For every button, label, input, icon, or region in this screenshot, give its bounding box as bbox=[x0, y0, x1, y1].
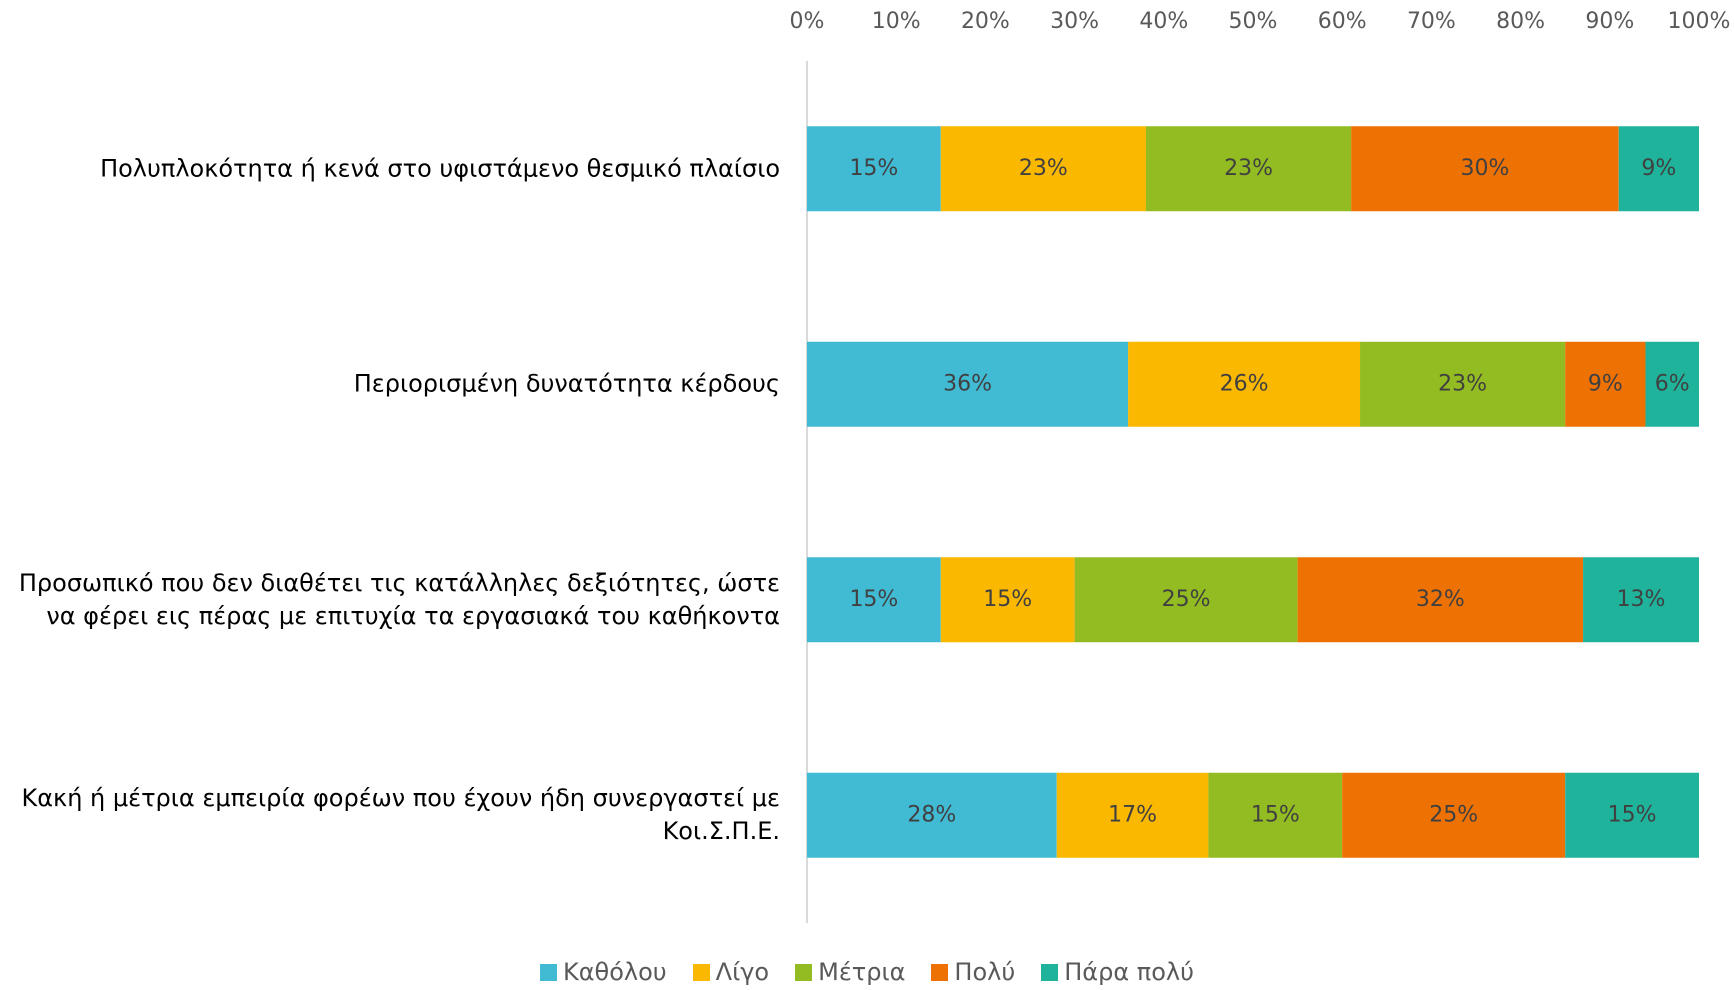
data-label: 28% bbox=[907, 802, 956, 827]
data-label: 23% bbox=[1224, 156, 1273, 181]
legend-label: Πολύ bbox=[954, 958, 1016, 986]
category-label: Προσωπικό που δεν διαθέτει τις κατάλληλε… bbox=[18, 568, 780, 630]
data-label: 36% bbox=[943, 371, 992, 396]
bar-segment bbox=[940, 126, 1146, 212]
bar-segment bbox=[807, 341, 1129, 427]
bar-segment bbox=[1297, 557, 1584, 643]
category-label: Περιορισμένη δυνατότητα κέρδους bbox=[353, 369, 780, 398]
x-tick-label: 80% bbox=[1496, 9, 1545, 34]
bar-segment bbox=[807, 126, 941, 212]
data-label: 32% bbox=[1416, 587, 1465, 612]
data-label: 9% bbox=[1588, 371, 1623, 396]
data-label: 15% bbox=[1608, 802, 1657, 827]
legend-item: Πολύ bbox=[931, 958, 1015, 986]
legend-item: Λίγο bbox=[692, 958, 770, 986]
bar-segment bbox=[1208, 772, 1343, 858]
legend-label: Μέτρια bbox=[818, 958, 906, 986]
bar-segment bbox=[1565, 341, 1646, 427]
data-label: 17% bbox=[1108, 802, 1157, 827]
data-label: 6% bbox=[1655, 371, 1690, 396]
x-tick-label: 30% bbox=[1050, 9, 1099, 34]
data-label: 23% bbox=[1019, 156, 1068, 181]
legend-label: Λίγο bbox=[715, 958, 770, 986]
bar-segment bbox=[1618, 126, 1699, 212]
bar-segment bbox=[1351, 126, 1619, 212]
category-label: Πολυπλοκότητα ή κενά στο υφιστάμενο θεσμ… bbox=[100, 154, 780, 183]
data-label: 15% bbox=[1251, 802, 1300, 827]
data-label: 13% bbox=[1617, 587, 1666, 612]
legend-swatch bbox=[1041, 963, 1059, 981]
legend-label: Πάρα πολύ bbox=[1064, 958, 1195, 986]
x-tick-label: 90% bbox=[1585, 9, 1634, 34]
x-tick-label: 50% bbox=[1229, 9, 1278, 34]
bar-segment bbox=[1583, 557, 1699, 643]
legend-item: Καθόλου bbox=[539, 958, 667, 986]
bar-segment bbox=[940, 557, 1075, 643]
x-tick-label: 60% bbox=[1318, 9, 1367, 34]
bar-segment bbox=[1360, 341, 1566, 427]
legend-swatch bbox=[931, 963, 949, 981]
x-tick-label: 20% bbox=[961, 9, 1010, 34]
legend-swatch bbox=[692, 963, 710, 981]
data-label: 15% bbox=[849, 587, 898, 612]
legend-item: Πάρα πολύ bbox=[1041, 958, 1194, 986]
bar-segment bbox=[1342, 772, 1566, 858]
x-tick-label: 40% bbox=[1139, 9, 1188, 34]
data-label: 25% bbox=[1429, 802, 1478, 827]
x-tick-label: 10% bbox=[872, 9, 921, 34]
legend-swatch bbox=[539, 963, 557, 981]
bar-segment bbox=[1074, 557, 1298, 643]
bar-segment bbox=[1565, 772, 1699, 858]
bar-segment bbox=[1128, 341, 1361, 427]
legend-item: Μέτρια bbox=[795, 958, 905, 986]
legend: Καθόλου Λίγο Μέτρια Πολύ Πάρα πολύ bbox=[0, 958, 1734, 986]
bar-segment bbox=[1645, 341, 1699, 427]
data-label: 26% bbox=[1220, 371, 1269, 396]
legend-label: Καθόλου bbox=[562, 958, 667, 986]
data-label: 15% bbox=[849, 156, 898, 181]
legend-swatch bbox=[795, 963, 813, 981]
x-tick-label: 70% bbox=[1407, 9, 1456, 34]
x-tick-label: 100% bbox=[1668, 9, 1731, 34]
data-label: 30% bbox=[1460, 156, 1509, 181]
data-label: 25% bbox=[1162, 587, 1211, 612]
bar-segment bbox=[807, 557, 941, 643]
bar-segment bbox=[1145, 126, 1352, 212]
x-tick-label: 0% bbox=[790, 9, 825, 34]
data-label: 9% bbox=[1641, 156, 1676, 181]
bar-segment bbox=[1056, 772, 1209, 858]
data-label: 23% bbox=[1438, 371, 1487, 396]
data-label: 15% bbox=[983, 587, 1032, 612]
bar-segment bbox=[807, 772, 1057, 858]
category-label: Κακή ή μέτρια εμπειρία φορέων που έχουν … bbox=[21, 784, 780, 846]
